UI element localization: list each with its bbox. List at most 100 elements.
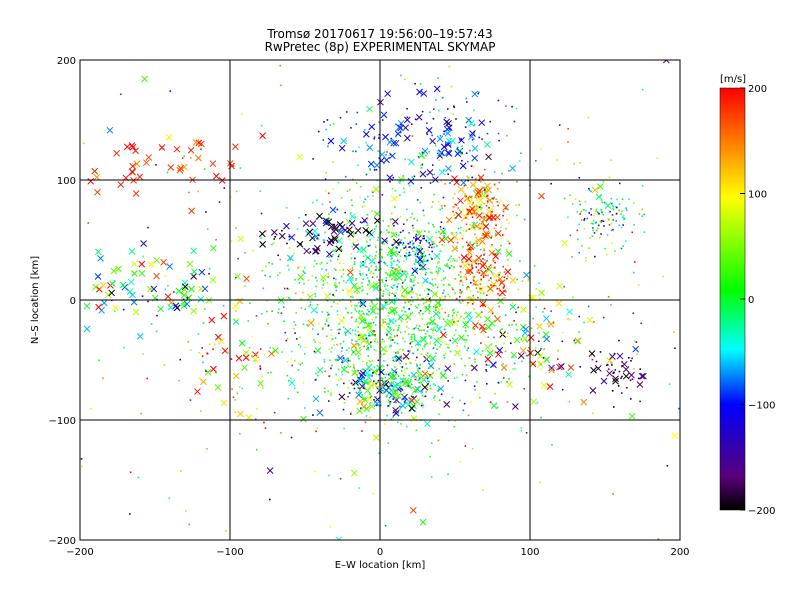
data-point xyxy=(481,138,483,140)
data-point xyxy=(300,243,302,246)
data-point xyxy=(414,359,417,362)
data-point-x xyxy=(418,152,426,159)
data-point xyxy=(447,283,450,286)
data-point xyxy=(432,383,435,385)
data-point xyxy=(388,274,391,276)
data-point xyxy=(420,381,422,384)
data-point xyxy=(352,276,354,279)
data-point xyxy=(428,304,431,307)
data-point xyxy=(483,202,486,205)
data-point xyxy=(428,303,431,306)
data-point xyxy=(358,386,361,389)
data-point xyxy=(459,271,462,273)
data-point xyxy=(461,373,464,376)
data-point xyxy=(439,363,442,366)
data-point xyxy=(476,205,478,208)
data-point xyxy=(300,297,303,300)
data-point xyxy=(333,277,335,280)
data-point xyxy=(362,289,364,291)
data-point xyxy=(414,378,417,381)
data-point xyxy=(477,269,480,272)
data-point-x xyxy=(451,175,458,182)
data-point xyxy=(371,255,373,258)
x-tick-label: 200 xyxy=(670,547,689,558)
data-point xyxy=(453,363,456,365)
data-point xyxy=(476,191,478,194)
data-point xyxy=(200,148,202,150)
data-point-x xyxy=(390,373,398,380)
data-point xyxy=(467,347,469,349)
data-point xyxy=(528,375,530,378)
data-point xyxy=(339,117,342,119)
data-point xyxy=(387,312,390,314)
data-point xyxy=(328,317,330,319)
data-point xyxy=(385,272,387,274)
data-point xyxy=(408,400,411,403)
data-point xyxy=(336,313,339,316)
data-point-x xyxy=(485,266,493,273)
data-point-x xyxy=(408,158,415,166)
data-point xyxy=(371,330,374,332)
data-point xyxy=(343,359,345,361)
data-point xyxy=(641,215,643,217)
data-point xyxy=(489,401,492,403)
data-point xyxy=(578,331,580,333)
data-point-x xyxy=(519,347,527,354)
data-point-x xyxy=(397,175,405,183)
data-point xyxy=(417,282,419,284)
data-point-x xyxy=(220,399,228,407)
data-point xyxy=(393,351,396,353)
data-point-x xyxy=(83,325,91,333)
data-point xyxy=(386,301,389,303)
data-point xyxy=(471,216,474,219)
data-point xyxy=(466,198,468,200)
data-point xyxy=(487,336,490,339)
data-point xyxy=(155,330,158,333)
data-point xyxy=(473,165,475,168)
data-point xyxy=(437,272,439,274)
data-point xyxy=(314,292,317,295)
data-point xyxy=(399,348,401,351)
data-point-x xyxy=(413,398,421,405)
data-point xyxy=(420,404,423,407)
data-point xyxy=(179,358,182,361)
data-point xyxy=(393,313,396,316)
data-point xyxy=(401,389,404,391)
data-point xyxy=(324,231,326,234)
data-point xyxy=(479,181,482,183)
data-point-x xyxy=(391,218,399,225)
data-point xyxy=(457,320,460,323)
data-point-x xyxy=(487,306,495,314)
data-point xyxy=(465,230,468,232)
data-point-x xyxy=(356,407,363,415)
data-point xyxy=(388,382,391,385)
data-point xyxy=(423,214,425,217)
data-point-x xyxy=(393,238,400,246)
data-point xyxy=(450,85,453,88)
data-point xyxy=(375,316,377,319)
data-point xyxy=(470,281,472,284)
data-point xyxy=(438,388,440,390)
data-point xyxy=(369,244,371,247)
data-point xyxy=(255,315,258,317)
data-point xyxy=(391,187,394,190)
data-point xyxy=(381,240,383,243)
data-point xyxy=(351,316,353,319)
data-point-x xyxy=(480,192,488,199)
data-point xyxy=(459,399,461,402)
data-point xyxy=(483,247,485,250)
data-point xyxy=(90,407,92,410)
data-point-x xyxy=(181,283,189,291)
data-point xyxy=(321,203,324,206)
data-point xyxy=(395,311,397,314)
data-point xyxy=(421,297,423,300)
data-point xyxy=(328,348,331,351)
data-point xyxy=(403,191,406,194)
data-point xyxy=(333,224,336,226)
data-point-x xyxy=(510,351,518,359)
data-point xyxy=(595,229,598,232)
data-point xyxy=(494,351,497,354)
data-point xyxy=(259,365,261,367)
data-point xyxy=(515,323,517,326)
data-point xyxy=(367,340,369,343)
